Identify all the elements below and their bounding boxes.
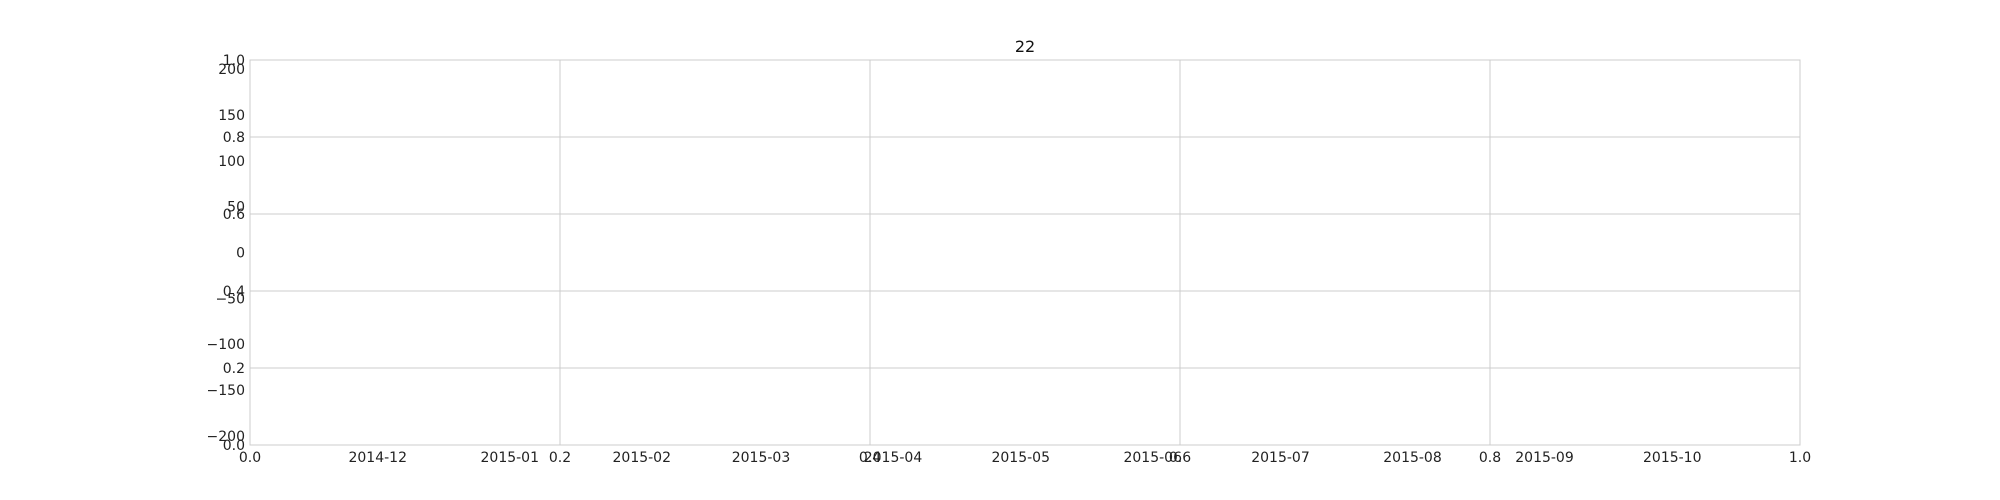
y-tick-label: 0.8 (223, 130, 245, 146)
date-tick-label: 2014-12 (348, 450, 407, 466)
grid-lines (250, 60, 1800, 445)
date-tick-label: 2015-06 (1123, 450, 1182, 466)
x-tick-label: 1.0 (1789, 450, 1811, 466)
date-tick-label: 2015-05 (991, 450, 1050, 466)
date-tick-label: 2015-10 (1643, 450, 1702, 466)
date-tick-label: 2015-07 (1251, 450, 1310, 466)
value-tick-label: −150 (207, 383, 245, 399)
date-tick-label: 2015-02 (613, 450, 672, 466)
y-tick-label: 0.0 (223, 438, 245, 454)
x-tick-label: 0.8 (1479, 450, 1501, 466)
value-tick-label: 150 (218, 108, 245, 124)
x-tick-label: 0.6 (1169, 450, 1191, 466)
plot-frame (249, 59, 1801, 446)
base-y-ticks: 0.0 0.2 0.4 0.6 0.8 1.0 (223, 53, 245, 454)
value-tick-label: −50 (215, 291, 245, 307)
date-x-ticks: 2014-12 2015-01 2015-02 2015-03 2015-04 2015-… (348, 450, 1701, 466)
base-x-ticks: 0.0 0.2 0.4 0.6 0.8 1.0 (239, 450, 1811, 466)
y-tick-label: 1.0 (223, 53, 245, 69)
date-tick-label: 2015-09 (1515, 450, 1574, 466)
y-tick-label: 0.2 (223, 361, 245, 377)
date-tick-label: 2015-03 (732, 450, 791, 466)
chart-title: 22 (1015, 37, 1035, 56)
y-tick-label: 0.4 (223, 284, 245, 300)
value-tick-label: 100 (218, 154, 245, 170)
value-tick-label: −200 (207, 429, 245, 445)
x-tick-label: 0.4 (859, 450, 881, 466)
value-tick-label: 0 (236, 246, 245, 262)
date-tick-label: 2015-04 (864, 450, 923, 466)
x-tick-label: 0.0 (239, 450, 261, 466)
date-tick-label: 2015-01 (481, 450, 540, 466)
value-tick-label: 200 (218, 62, 245, 78)
value-tick-label: −100 (207, 337, 245, 353)
x-tick-label: 0.2 (549, 450, 571, 466)
y-tick-label: 0.6 (223, 207, 245, 223)
date-tick-label: 2015-08 (1383, 450, 1442, 466)
value-tick-label: 50 (227, 200, 245, 216)
value-y-ticks: 200 150 100 50 0 −50 −100 −150 −200 (207, 62, 245, 445)
